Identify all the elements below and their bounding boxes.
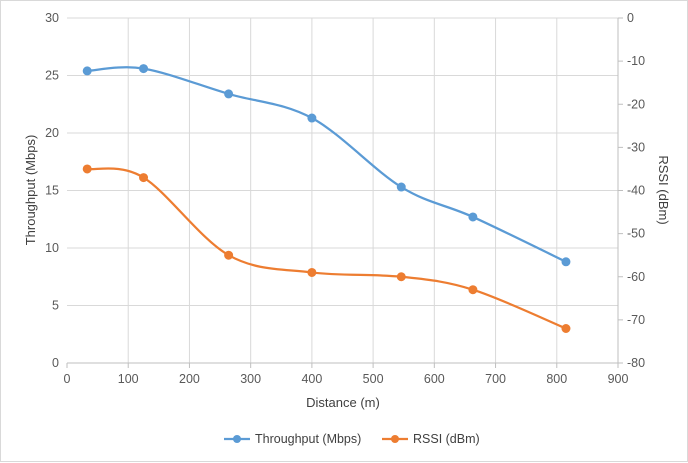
y2-tick-label: -60	[627, 270, 645, 284]
data-point-rssi	[307, 267, 317, 277]
data-point-throughput	[396, 182, 406, 192]
x-tick-label: 100	[118, 372, 139, 386]
legend: Throughput (Mbps) RSSI (dBm)	[224, 432, 480, 446]
data-point-rssi	[82, 164, 92, 174]
y-tick-label: 5	[52, 299, 59, 313]
x-tick-label: 600	[424, 372, 445, 386]
series-lines	[87, 66, 567, 330]
y2-tick-label: -70	[627, 313, 645, 327]
y-tick-label: 15	[45, 184, 59, 198]
data-point-throughput	[561, 257, 571, 267]
y2-tick-label: 0	[627, 11, 634, 25]
legend-label: RSSI (dBm)	[413, 432, 480, 446]
x-tick-label: 700	[485, 372, 506, 386]
y2-tick-label: -30	[627, 140, 645, 154]
x-tick-label: 200	[179, 372, 200, 386]
data-point-rssi	[561, 324, 571, 333]
y2-tick-label: -80	[627, 356, 645, 370]
x-axis-ticks: 0 100 200 300 400 500 600 700 800 900	[64, 372, 629, 386]
legend-swatch-marker	[391, 435, 399, 443]
series-points	[82, 64, 571, 333]
legend-swatch-marker	[233, 435, 241, 443]
data-point-rssi	[468, 285, 478, 295]
data-point-throughput	[224, 89, 234, 99]
y-tick-label: 30	[45, 11, 59, 25]
y2-axis-ticks: 0 -10 -20 -30 -40 -50 -60 -70 -80	[627, 11, 645, 370]
y-axis-ticks: 0 5 10 15 20 25 30	[45, 11, 59, 370]
y-tick-label: 10	[45, 241, 59, 255]
x-tick-label: 800	[546, 372, 567, 386]
y-axis-title: Throughput (Mbps)	[23, 135, 38, 246]
y2-axis-title: RSSI (dBm)	[656, 155, 671, 224]
y2-tick-label: -10	[627, 54, 645, 68]
x-tick-label: 500	[363, 372, 384, 386]
data-point-rssi	[139, 173, 149, 183]
x-tick-label: 300	[240, 372, 261, 386]
x-tick-label: 400	[301, 372, 322, 386]
legend-label: Throughput (Mbps)	[255, 432, 361, 446]
x-axis-title: Distance (m)	[306, 395, 380, 410]
series-line-throughput	[87, 66, 567, 263]
y-tick-label: 20	[45, 126, 59, 140]
x-tick-label: 0	[64, 372, 71, 386]
data-point-throughput	[307, 113, 317, 123]
data-point-throughput	[468, 212, 478, 222]
y2-tick-label: -20	[627, 97, 645, 111]
y-tick-label: 25	[45, 69, 59, 83]
gridlines	[67, 17, 619, 363]
data-point-rssi	[396, 272, 406, 282]
x-tick-label: 900	[608, 372, 629, 386]
data-point-rssi	[224, 250, 234, 260]
data-point-throughput	[139, 64, 149, 74]
y-tick-label: 0	[52, 356, 59, 370]
axes	[66, 17, 623, 368]
y2-tick-label: -40	[627, 184, 645, 198]
y2-tick-label: -50	[627, 227, 645, 241]
data-point-throughput	[82, 66, 92, 76]
